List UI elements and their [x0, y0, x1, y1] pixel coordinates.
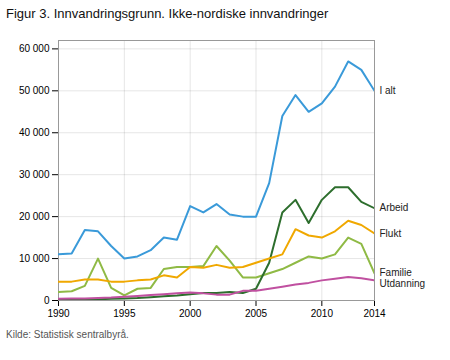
svg-text:2000: 2000 [179, 308, 202, 319]
svg-text:Arbeid: Arbeid [380, 202, 409, 213]
svg-text:1995: 1995 [113, 308, 136, 319]
svg-text:60 000: 60 000 [19, 43, 50, 54]
html-text:Figur 3. Innvandringsgrunn. Ik: Figur 3. Innvandringsgrunn. Ikke-nordisk… [6, 6, 329, 21]
svg-text:Utdanning: Utdanning [380, 278, 426, 289]
svg-text:Flukt: Flukt [380, 228, 402, 239]
svg-text:20 000: 20 000 [19, 211, 50, 222]
svg-text:2014: 2014 [363, 308, 386, 319]
svg-text:1990: 1990 [47, 308, 70, 319]
svg-text:2010: 2010 [311, 308, 334, 319]
svg-text:10 000: 10 000 [19, 253, 50, 264]
svg-text:I alt: I alt [380, 85, 396, 96]
svg-text:50 000: 50 000 [19, 85, 50, 96]
svg-text:40 000: 40 000 [19, 127, 50, 138]
svg-text:30 000: 30 000 [19, 169, 50, 180]
svg-text:2005: 2005 [245, 308, 268, 319]
svg-text:Familie: Familie [380, 267, 413, 278]
svg-text:0: 0 [44, 295, 50, 306]
html-text:Kilde: Statistisk sentralbyrå.: Kilde: Statistisk sentralbyrå. [6, 329, 129, 340]
